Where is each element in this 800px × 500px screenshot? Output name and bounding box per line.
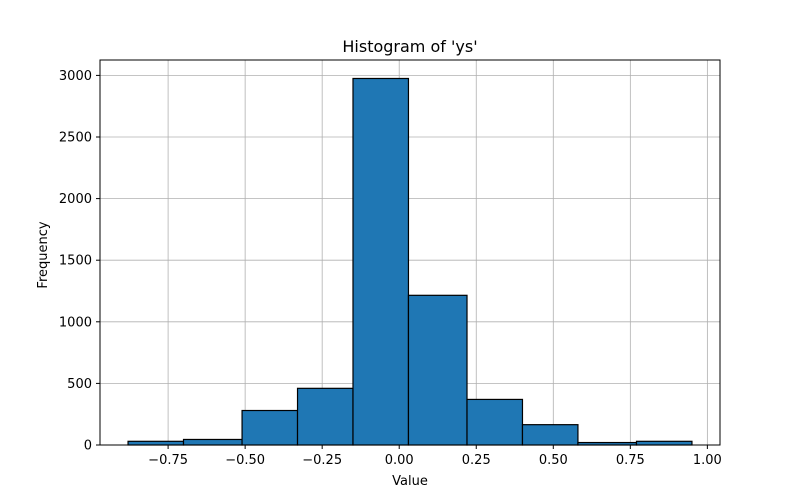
y-tick-label: 3000 — [59, 69, 92, 84]
y-axis-ticks: 0 500 1000 1500 2000 2500 3000 — [59, 69, 100, 454]
histogram-bar-5 — [352, 77, 410, 446]
x-tick-label: −0.50 — [225, 453, 265, 468]
histogram-bar-10 — [635, 440, 693, 446]
histogram-bar-3 — [241, 409, 299, 446]
y-tick-label: 0 — [84, 439, 92, 454]
x-tick-label: −0.25 — [302, 453, 342, 468]
grid-lines — [100, 60, 720, 446]
x-tick-label: −0.75 — [148, 453, 188, 468]
histogram-bar-7 — [466, 398, 524, 446]
y-axis-label: Frequency — [36, 221, 51, 288]
histogram-bar-1 — [127, 440, 185, 446]
x-tick-label: 0.75 — [616, 453, 645, 468]
histogram-bars — [127, 77, 693, 446]
histogram-bar-2 — [182, 438, 243, 446]
chart-title: Histogram of 'ys' — [342, 37, 477, 56]
x-tick-label: 0.25 — [462, 453, 491, 468]
x-axis-ticks: −0.75 −0.50 −0.25 0.00 0.25 0.50 0.75 1.00 — [148, 445, 722, 468]
histogram-bar-4 — [296, 387, 354, 446]
x-tick-label: 0.50 — [539, 453, 568, 468]
y-tick-label: 2500 — [59, 131, 92, 146]
x-tick-label: 1.00 — [693, 453, 722, 468]
x-tick-label: 0.00 — [385, 453, 414, 468]
plot-area-frame — [99, 59, 721, 446]
histogram-bar-8 — [521, 424, 579, 446]
y-tick-label: 2000 — [59, 192, 92, 207]
y-tick-label: 1500 — [59, 254, 92, 269]
x-axis-label: Value — [392, 474, 428, 489]
y-tick-label: 500 — [67, 377, 92, 392]
y-tick-label: 1000 — [59, 315, 92, 330]
histogram-bar-6 — [407, 294, 468, 446]
